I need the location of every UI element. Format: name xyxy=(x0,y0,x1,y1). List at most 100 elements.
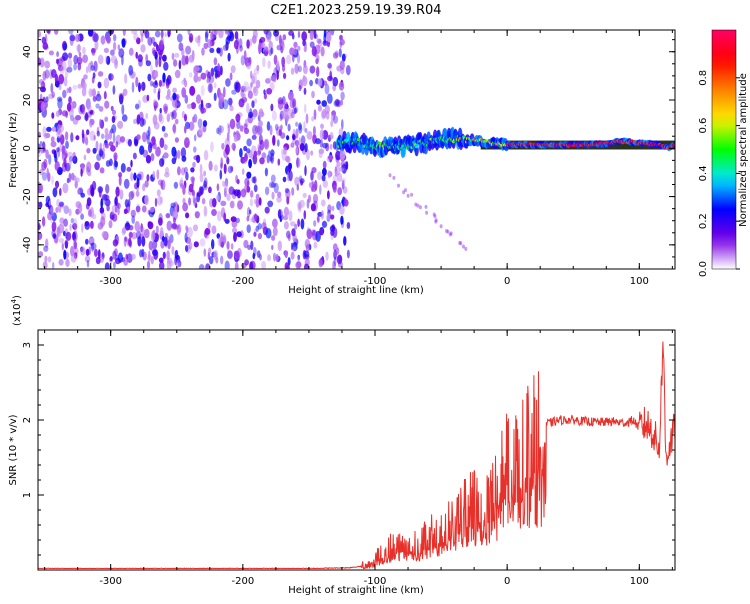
heatmap-noise-cell xyxy=(208,75,215,84)
heatmap-noise-cell xyxy=(303,250,310,258)
heatmap-noise-cell xyxy=(101,193,108,201)
heatmap-noise-cell xyxy=(286,231,291,239)
heatmap-noise-cell xyxy=(336,254,343,265)
heatmap-noise-cell xyxy=(108,141,114,147)
heatmap-noise-cell xyxy=(57,98,63,110)
heatmap-noise-cell xyxy=(297,30,301,38)
heatmap-noise-cell xyxy=(126,166,132,172)
heatmap-noise-cell xyxy=(329,143,333,150)
heatmap-noise-cell xyxy=(113,34,117,42)
heatmap-noise-cell xyxy=(277,240,282,252)
heatmap-noise-cell xyxy=(205,102,208,110)
heatmap-noise-cell xyxy=(317,171,322,181)
heatmap-noise-cell xyxy=(271,110,277,121)
heatmap-noise-cell xyxy=(208,160,213,171)
heatmap-noise-cell xyxy=(44,60,51,69)
heatmap-noise-cell xyxy=(322,160,327,169)
heatmap-noise-cell xyxy=(249,209,252,215)
heatmap-noise-cell xyxy=(286,230,291,239)
heatmap-noise-cell xyxy=(194,66,200,72)
heatmap-noise-cell xyxy=(99,142,102,150)
heatmap-noise-cell xyxy=(48,93,54,100)
heatmap-noise-cell xyxy=(87,103,92,112)
heatmap-noise-cell xyxy=(161,179,166,191)
heatmap-noise-cell xyxy=(263,89,266,95)
heatmap-noise-cell xyxy=(341,53,346,62)
heatmap-noise-cell xyxy=(172,210,179,221)
heatmap-tail-cell xyxy=(418,205,422,210)
heatmap-noise-cell xyxy=(131,215,135,224)
heatmap-noise-cell xyxy=(38,224,41,230)
heatmap-noise-cell xyxy=(142,149,149,158)
heatmap-noise-cell xyxy=(99,118,102,129)
heatmap-noise-cell xyxy=(335,150,342,161)
heatmap-noise-cell xyxy=(182,184,186,195)
heatmap-noise-cell xyxy=(277,191,282,198)
heatmap-noise-cell xyxy=(333,249,337,260)
heatmap-noise-cell xyxy=(219,169,223,180)
heatmap-noise-cell xyxy=(42,70,47,81)
heatmap-noise-cell xyxy=(172,109,177,120)
heatmap-noise-cell xyxy=(276,60,280,71)
heatmap-noise-cell xyxy=(261,222,267,230)
heatmap-noise-cell xyxy=(138,59,143,67)
snr-multiplier: (x104) xyxy=(10,295,23,326)
heatmap-noise-cell xyxy=(199,238,206,247)
heatmap-noise-cell xyxy=(189,85,196,96)
snr-series-line xyxy=(38,341,675,570)
heatmap-noise-cell xyxy=(141,83,144,91)
heatmap-noise-cell xyxy=(282,108,288,120)
heatmap-noise-cell xyxy=(164,172,170,178)
heatmap-noise-cell xyxy=(315,230,321,242)
heatmap-noise-cell xyxy=(139,145,145,155)
snr-multiplier-text: (x104) xyxy=(10,295,23,326)
heatmap-noise-cell xyxy=(281,214,284,220)
heatmap-noise-cell xyxy=(112,133,116,144)
heatmap-noise-cell xyxy=(247,244,252,250)
heatmap-noise-cell xyxy=(327,204,332,213)
heatmap-noise-cell xyxy=(51,175,54,185)
heatmap-noise-cell xyxy=(251,75,256,84)
heatmap-noise-cell xyxy=(246,102,250,114)
heatmap-noise-cell xyxy=(50,83,54,94)
heatmap-noise-cell xyxy=(187,226,193,238)
heatmap-noise-cell xyxy=(158,115,165,125)
heatmap-noise-cell xyxy=(203,149,209,161)
heatmap-noise-cell xyxy=(297,45,301,51)
heatmap-noise-cell xyxy=(246,62,252,70)
heatmap-noise-cell xyxy=(309,65,316,74)
heatmap-noise-cell xyxy=(142,183,146,192)
heatmap-noise-cell xyxy=(74,180,78,189)
heatmap-noise-cell xyxy=(233,189,240,197)
heatmap-noise-cell xyxy=(82,54,88,63)
heatmap-noise-cell xyxy=(56,51,59,58)
heatmap-noise-cell xyxy=(227,250,233,260)
heatmap-noise-cell xyxy=(72,151,76,162)
heatmap-noise-cell xyxy=(86,147,91,154)
colorbar-ticks: 0.0 0.2 0.4 0.6 0.8 xyxy=(698,70,740,277)
heatmap-noise-cell xyxy=(277,99,284,110)
heatmap-noise-cell xyxy=(263,30,269,35)
heatmap-noise-cell xyxy=(174,52,180,58)
heatmap-noise-cell xyxy=(55,181,58,190)
heatmap-noise-cell xyxy=(200,107,207,114)
heatmap-noise-cell xyxy=(174,69,181,79)
heatmap-noise-cell xyxy=(252,252,256,260)
heatmap-noise-cell xyxy=(172,87,177,93)
heatmap-noise-cell xyxy=(77,62,82,71)
heatmap-noise-cell xyxy=(66,87,69,94)
heatmap-noise-cell xyxy=(340,160,346,169)
heatmap-noise-cell xyxy=(147,73,152,82)
heatmap-noise-cell xyxy=(63,42,68,51)
heatmap-noise-cell xyxy=(99,149,104,157)
heatmap-tail-cell xyxy=(416,203,420,208)
heatmap-noise-cell xyxy=(296,157,299,169)
heatmap-noise-cell xyxy=(249,261,254,269)
heatmap-noise-cell xyxy=(292,98,297,109)
heatmap-noise-cell xyxy=(223,86,226,98)
heatmap-noise-cell xyxy=(181,87,187,98)
heatmap-noise-cell xyxy=(316,215,320,222)
heatmap-noise-cell xyxy=(230,243,234,250)
heatmap-noise-cell xyxy=(308,182,313,188)
heatmap-noise-cell xyxy=(108,220,113,229)
